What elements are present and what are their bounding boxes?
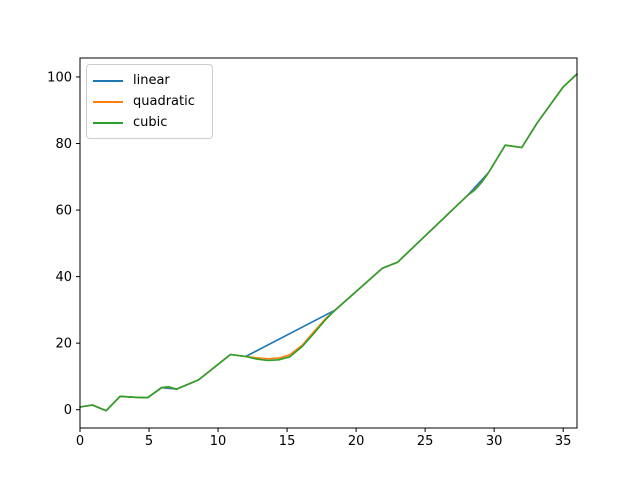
x-tick-label: 10: [210, 434, 227, 449]
legend-label-quadratic: quadratic: [133, 94, 195, 109]
y-tick-label: 40: [55, 270, 72, 285]
legend-label-cubic: cubic: [133, 115, 168, 130]
legend: linear quadratic cubic: [86, 64, 213, 139]
x-tick-label: 5: [145, 434, 153, 449]
y-tick-label: 20: [55, 337, 72, 352]
x-tick-label: 0: [76, 434, 84, 449]
x-tick-label: 35: [555, 434, 572, 449]
y-tick-label: 80: [55, 137, 72, 152]
legend-entry-quadratic: quadratic: [93, 91, 204, 112]
legend-entry-linear: linear: [93, 70, 204, 91]
legend-line-sample-cubic: [93, 121, 123, 124]
legend-label-linear: linear: [133, 73, 170, 88]
y-tick-label: 100: [47, 70, 72, 85]
axes-spines: [79, 57, 578, 429]
legend-line-sample-linear: [93, 79, 123, 82]
legend-entry-cubic: cubic: [93, 112, 204, 133]
y-tick-label: 0: [64, 403, 72, 418]
x-tick-label: 30: [486, 434, 503, 449]
legend-line-sample-quadratic: [93, 100, 123, 103]
x-tick-label: 20: [348, 434, 365, 449]
x-tick-label: 25: [417, 434, 434, 449]
y-tick-label: 60: [55, 204, 72, 219]
x-tick-label: 15: [279, 434, 296, 449]
series-line-cubic: [79, 73, 578, 412]
